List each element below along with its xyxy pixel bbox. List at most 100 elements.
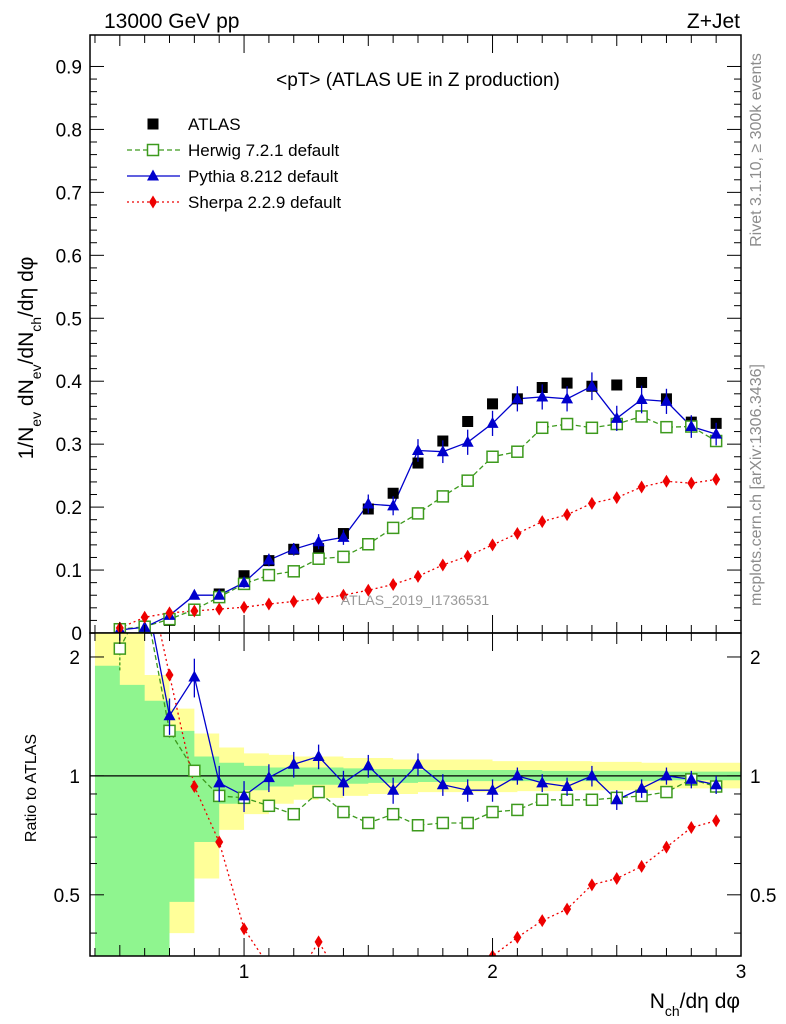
sherpa-point bbox=[339, 588, 348, 602]
sherpa-ratio-point bbox=[563, 902, 572, 916]
sherpa-point bbox=[662, 474, 671, 488]
herwig-point bbox=[386, 521, 400, 535]
pythia-ratio-point bbox=[387, 783, 400, 795]
sherpa-point bbox=[140, 610, 149, 624]
y-tick-label: 0.7 bbox=[56, 183, 82, 204]
ratio-panel-frame bbox=[89, 632, 742, 957]
herwig-ratio-point bbox=[585, 793, 599, 807]
sherpa-point bbox=[165, 606, 174, 620]
legend-marker bbox=[147, 118, 159, 130]
pythia-ratio-point bbox=[660, 769, 673, 781]
rivet-label: Rivet 3.1.10, ≥ 300k events bbox=[748, 53, 765, 247]
pythia-ratio-point bbox=[213, 776, 226, 788]
pythia-ratio-point bbox=[685, 772, 698, 784]
legend-marker bbox=[149, 195, 157, 209]
legend-item-atlas: ATLAS bbox=[147, 115, 241, 134]
ratio-y-tick-label: 0.5 bbox=[54, 886, 80, 907]
pythia-ratio-point bbox=[710, 778, 723, 790]
header-right: Z+Jet bbox=[687, 10, 740, 33]
sherpa-point bbox=[488, 538, 497, 552]
atlas-point bbox=[636, 376, 648, 388]
ratio-panel: 0.5 0.5 1 1 2 2 1 2 3 bbox=[54, 511, 776, 1013]
sherpa-ratio-point bbox=[165, 668, 174, 682]
pythia-point bbox=[610, 411, 623, 423]
ratio-y-tick-label: 2 bbox=[69, 648, 80, 669]
herwig-point bbox=[486, 450, 499, 463]
pythia-ratio-point bbox=[411, 757, 424, 769]
y-tick-label: 0.3 bbox=[56, 435, 82, 456]
ratio-y-tick-label-right: 1 bbox=[750, 767, 761, 788]
pythia-point bbox=[213, 588, 226, 600]
legend-marker bbox=[147, 169, 159, 181]
atlas-point bbox=[561, 377, 573, 389]
ratio-y-label: Ratio to ATLAS bbox=[23, 734, 40, 842]
y-tick-label: 0.2 bbox=[56, 498, 82, 519]
ratio-panel-content bbox=[90, 511, 741, 1013]
sherpa-ratio-point bbox=[314, 935, 323, 949]
pythia-ratio-point bbox=[436, 778, 449, 790]
pythia-point bbox=[461, 435, 474, 447]
main-panel-axes: 0 0.1 0.2 0.3 0.4 0.5 0.6 0.7 0.8 0.9 bbox=[56, 35, 742, 645]
sherpa-point bbox=[687, 476, 696, 490]
sherpa-ratio-point bbox=[513, 930, 522, 944]
pythia-ratio-point bbox=[188, 670, 201, 682]
sherpa-point bbox=[389, 578, 398, 592]
herwig-point bbox=[262, 568, 276, 582]
herwig-point bbox=[312, 552, 325, 565]
sherpa-ratio-point bbox=[116, 511, 124, 524]
pythia-ratio-point bbox=[585, 769, 598, 781]
atlas-point bbox=[387, 487, 399, 499]
pythia-ratio-point bbox=[337, 776, 350, 788]
pythia-ratio-point bbox=[461, 783, 474, 795]
sherpa-point bbox=[563, 508, 572, 522]
legend-marker bbox=[146, 143, 160, 157]
pythia-ratio-point bbox=[511, 769, 524, 781]
sherpa-ratio-point bbox=[662, 840, 671, 854]
pythia-ratio-point bbox=[312, 749, 325, 761]
sherpa-point bbox=[364, 583, 373, 597]
pythia-ratio-point bbox=[635, 781, 648, 793]
sherpa-point bbox=[413, 569, 422, 583]
herwig-point bbox=[362, 537, 375, 551]
plot-title: <pT> (ATLAS UE in Z production) bbox=[276, 70, 560, 91]
atlas-point bbox=[487, 398, 499, 410]
sherpa-ratio-point bbox=[712, 814, 721, 828]
ratio-y-tick-label-right: 0.5 bbox=[750, 886, 776, 907]
atlas-point bbox=[611, 379, 623, 391]
pythia-point bbox=[536, 390, 549, 402]
herwig-ratio-point bbox=[486, 805, 499, 819]
atlas-point bbox=[238, 570, 250, 582]
atlas-point bbox=[462, 415, 474, 427]
y-axis-label: 1/Nev dNev/dNch/dη dφ bbox=[15, 257, 44, 460]
pythia-point bbox=[511, 392, 524, 404]
header-left: 13000 GeV pp bbox=[104, 10, 239, 33]
sherpa-ratio-point bbox=[687, 821, 696, 835]
x-axis-label: Nch/dη dφ bbox=[650, 990, 740, 1019]
sherpa-point bbox=[612, 491, 621, 505]
herwig-ratio-point bbox=[411, 818, 425, 832]
herwig-point bbox=[511, 445, 524, 458]
analysis-watermark: ATLAS_2019_I1736531 bbox=[341, 592, 490, 608]
pythia-ratio-point bbox=[139, 581, 151, 592]
sherpa-ratio-point bbox=[339, 976, 347, 989]
pythia-point bbox=[585, 379, 598, 391]
y-tick-label: 0.1 bbox=[56, 561, 82, 582]
pythia-ratio-point bbox=[536, 776, 549, 788]
herwig-ratio-point bbox=[113, 642, 127, 655]
legend-item-herwig: Herwig 7.2.1 default bbox=[127, 141, 339, 160]
sherpa-point bbox=[190, 604, 199, 618]
pythia-ratio-point bbox=[262, 771, 275, 783]
main-panel-content bbox=[113, 372, 723, 633]
pythia-ratio-point bbox=[486, 783, 499, 795]
x-tick-label: 1 bbox=[239, 962, 250, 983]
pythia-point bbox=[685, 420, 698, 432]
legend-item-pythia: Pythia 8.212 default bbox=[127, 167, 339, 186]
sherpa-ratio-point bbox=[389, 1000, 397, 1013]
pythia-ratio-point bbox=[114, 605, 126, 616]
sherpa-point bbox=[587, 496, 596, 510]
sherpa-ratio-point bbox=[364, 1000, 372, 1013]
mcplots-label: mcplots.cern.ch [arXiv:1306.3436] bbox=[748, 364, 765, 606]
y-tick-label: 0.8 bbox=[56, 120, 82, 141]
pythia-point bbox=[486, 416, 499, 428]
herwig-ratio-point bbox=[461, 816, 474, 830]
